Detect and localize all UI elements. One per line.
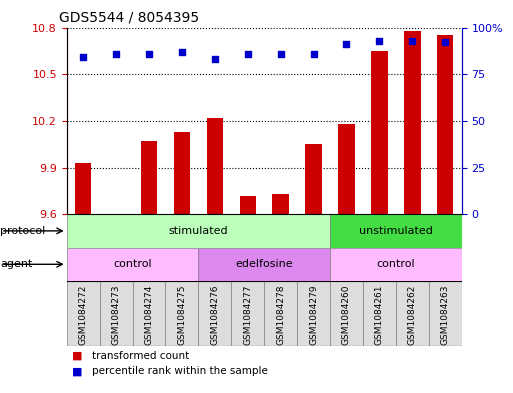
Point <box>145 50 153 57</box>
Bar <box>264 281 297 346</box>
Text: ■: ■ <box>72 351 82 361</box>
Bar <box>100 281 132 346</box>
Text: stimulated: stimulated <box>169 226 228 236</box>
Text: GDS5544 / 8054395: GDS5544 / 8054395 <box>59 11 199 25</box>
Bar <box>207 118 223 214</box>
Point <box>441 39 449 46</box>
Bar <box>396 281 429 346</box>
Text: unstimulated: unstimulated <box>359 226 433 236</box>
Text: GSM1084263: GSM1084263 <box>441 284 450 345</box>
Point <box>178 49 186 55</box>
Bar <box>305 144 322 214</box>
Bar <box>231 281 264 346</box>
Text: control: control <box>113 259 152 269</box>
Text: GSM1084276: GSM1084276 <box>210 284 220 345</box>
Point <box>376 37 384 44</box>
Text: GSM1084277: GSM1084277 <box>243 284 252 345</box>
Bar <box>240 196 256 214</box>
Bar <box>165 281 199 346</box>
Bar <box>330 214 462 248</box>
Bar <box>199 281 231 346</box>
Text: GSM1084272: GSM1084272 <box>78 284 88 345</box>
Text: percentile rank within the sample: percentile rank within the sample <box>92 366 268 376</box>
Bar <box>75 163 91 214</box>
Bar <box>67 248 199 281</box>
Text: transformed count: transformed count <box>92 351 190 361</box>
Bar <box>429 281 462 346</box>
Text: GSM1084261: GSM1084261 <box>375 284 384 345</box>
Text: ■: ■ <box>72 366 82 376</box>
Bar <box>330 281 363 346</box>
Text: protocol: protocol <box>0 226 45 236</box>
Bar <box>330 248 462 281</box>
Point <box>244 50 252 57</box>
Point <box>211 56 219 62</box>
Text: GSM1084262: GSM1084262 <box>408 284 417 345</box>
Bar <box>67 214 330 248</box>
Bar <box>371 51 388 214</box>
Bar <box>141 141 157 214</box>
Bar <box>338 124 354 214</box>
Point <box>79 54 87 61</box>
Text: GSM1084278: GSM1084278 <box>276 284 285 345</box>
Text: GSM1084260: GSM1084260 <box>342 284 351 345</box>
Text: GSM1084274: GSM1084274 <box>145 284 153 345</box>
Text: control: control <box>377 259 415 269</box>
Bar <box>67 281 100 346</box>
Bar <box>132 281 165 346</box>
Point <box>112 50 120 57</box>
Bar <box>199 248 330 281</box>
Text: GSM1084279: GSM1084279 <box>309 284 318 345</box>
Text: edelfosine: edelfosine <box>235 259 293 269</box>
Text: GSM1084275: GSM1084275 <box>177 284 186 345</box>
Text: GSM1084273: GSM1084273 <box>111 284 121 345</box>
Bar <box>437 35 453 214</box>
Bar <box>174 132 190 214</box>
Point <box>309 50 318 57</box>
Bar <box>404 31 421 214</box>
Bar <box>272 194 289 214</box>
Bar <box>363 281 396 346</box>
Point <box>342 41 350 48</box>
Point <box>408 37 417 44</box>
Point <box>277 50 285 57</box>
Text: agent: agent <box>0 259 32 269</box>
Bar <box>297 281 330 346</box>
